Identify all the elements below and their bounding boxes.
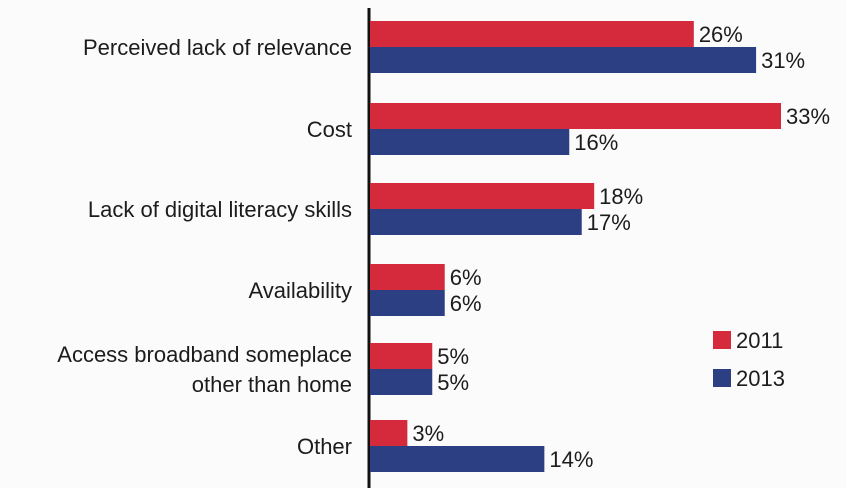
- category-label-1: Cost: [307, 117, 352, 142]
- bar-2013-0: [370, 47, 757, 73]
- bar-2011-1: [370, 103, 781, 129]
- value-label-2013-2: 17%: [587, 210, 631, 235]
- bar-2013-5: [370, 446, 545, 472]
- labels-layer: 26% 31% Perceived lack of relevance 33% 16% C…: [57, 22, 830, 472]
- bar-2013-3: [370, 290, 445, 316]
- value-label-2011-3: 6%: [450, 265, 482, 290]
- value-label-2013-0: 31%: [761, 48, 805, 73]
- category-label-5: Other: [297, 434, 352, 459]
- value-label-2011-2: 18%: [599, 184, 643, 209]
- bar-2011-4: [370, 343, 433, 369]
- bar-2013-4: [370, 369, 433, 395]
- bar-2011-2: [370, 183, 595, 209]
- bar-2013-1: [370, 129, 570, 155]
- bars-layer: [370, 21, 781, 472]
- legend: 2011 2013: [713, 328, 785, 391]
- value-label-2013-5: 14%: [549, 447, 593, 472]
- value-label-2011-4: 5%: [437, 344, 469, 369]
- category-label-3: Availability: [248, 278, 352, 303]
- value-label-2011-1: 33%: [786, 104, 830, 129]
- value-label-2013-4: 5%: [437, 370, 469, 395]
- bar-2011-5: [370, 420, 408, 446]
- bar-2011-3: [370, 264, 445, 290]
- legend-swatch-2011: [713, 331, 731, 349]
- category-label-0: Perceived lack of relevance: [83, 35, 352, 60]
- legend-label-2013: 2013: [736, 366, 785, 391]
- value-label-2013-1: 16%: [574, 130, 618, 155]
- legend-swatch-2013: [713, 369, 731, 387]
- value-label-2011-0: 26%: [699, 22, 743, 47]
- bar-2011-0: [370, 21, 694, 47]
- bar-2013-2: [370, 209, 582, 235]
- legend-label-2011: 2011: [736, 328, 783, 353]
- category-label-2: Lack of digital literacy skills: [88, 197, 352, 222]
- category-label-4: Access broadband someplace other than hom…: [57, 342, 352, 397]
- value-label-2011-5: 3%: [412, 421, 444, 446]
- value-label-2013-3: 6%: [450, 291, 482, 316]
